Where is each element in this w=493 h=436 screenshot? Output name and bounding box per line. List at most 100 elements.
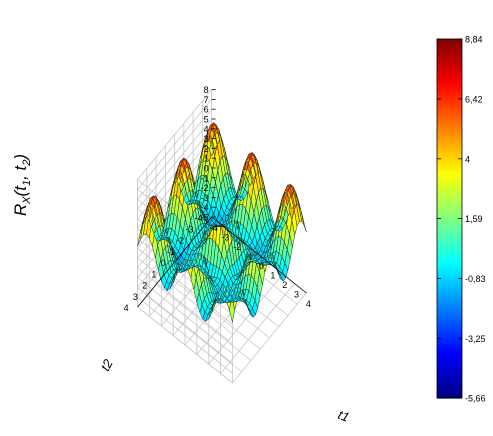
colorbar-segment [437,326,462,330]
colorbar-segment [437,71,462,76]
colorbar-segment [437,56,462,61]
colorbar-segment [437,236,462,241]
colorbar-segment [437,176,462,181]
t2-tick-label: 0 [161,258,166,268]
colorbar-segment [437,287,462,291]
colorbar-segment [437,239,462,244]
colorbar-segment [437,221,462,226]
colorbar-segment [437,365,462,369]
colorbar-segment [437,50,462,55]
colorbar-segment [437,308,462,312]
surface-patch [300,211,307,233]
colorbar-segment [437,344,462,348]
colorbar-segment [437,314,462,318]
t1-tick-label: -1 [245,252,253,262]
colorbar-segment [437,119,462,124]
floor-gridline [155,284,252,361]
t1-tick-label: 4 [306,299,311,309]
colorbar-tick-label: 4 [465,154,470,164]
t2-axis-label: t2 [97,356,116,373]
z-tick-label: -2 [201,183,209,193]
colorbar-segment [437,155,462,160]
colorbar-segment [437,341,462,345]
colorbar-segment [437,95,462,100]
colorbar-segment [437,188,462,193]
t2-tick-label: -4 [195,213,203,223]
colorbar-segment [437,251,462,255]
colorbar-segment [437,53,462,58]
t1-tick-label: 2 [282,280,287,290]
colorbar-segment [437,284,462,288]
z-tick-label: 4 [204,124,209,134]
z-tick-label: 5 [204,115,209,125]
colorbar-segment [437,62,462,67]
colorbar-segment [437,122,462,127]
t2-tick-label: 1 [151,269,156,279]
colorbar-segment [437,290,462,294]
colorbar-segment [437,257,462,261]
colorbar-segment [437,152,462,157]
t1-tick-label: 3 [294,290,299,300]
colorbar-segment [437,59,462,64]
colorbar-segment [437,272,462,276]
colorbar-segment [437,392,462,396]
t2-tick-label: 3 [133,292,138,302]
colorbar-segment [437,266,462,270]
colorbar-segment [437,137,462,142]
z-tick-label: -5 [201,213,209,223]
colorbar-segment [437,140,462,145]
t1-axis-line [211,216,307,294]
colorbar-segment [437,170,462,175]
colorbar-segment [437,311,462,315]
t2-axis-line [137,216,212,308]
colorbar-segment [437,368,462,372]
colorbar-segment [437,278,462,282]
colorbar-segment [437,215,462,220]
colorbar-segment [437,68,462,73]
z-tick-label: 3 [204,134,209,144]
z-tick-label: 8 [204,85,209,95]
colorbar-segment [437,47,462,52]
surface [137,122,307,323]
colorbar-segment [437,269,462,273]
colorbar: -5,66 -3,25 -0,83 1,59 4 6,42 8,84 [436,35,486,404]
colorbar-segment [437,293,462,297]
colorbar-segment [437,125,462,130]
colorbar-segment [437,353,462,357]
colorbar-segment [437,92,462,97]
z-tick-label: 1 [204,154,209,164]
colorbar-segment [437,161,462,166]
floor-gridline [146,295,242,373]
colorbar-segment [437,230,462,235]
colorbar-segment [437,39,462,43]
colorbar-segment [437,212,462,217]
colorbar-segment [437,296,462,300]
colorbar-segment [437,359,462,363]
colorbar-segment [437,194,462,199]
t2-tick-label: -1 [167,247,175,257]
colorbar-segment [437,44,462,49]
colorbar-segment [437,305,462,309]
colorbar-segment [437,323,462,327]
colorbar-segment [437,164,462,169]
colorbar-segment [437,206,462,211]
colorbar-segment [437,98,462,103]
colorbar-segment [437,335,462,339]
colorbar-segment [437,89,462,94]
t1-tick-label: -3 [221,233,229,243]
colorbar-segment [437,374,462,378]
colorbar-segment [437,200,462,205]
colorbar-segment [437,383,462,387]
colorbar-segment [437,185,462,190]
colorbar-segment [437,143,462,148]
colorbar-segment [437,158,462,163]
colorbar-segment [437,233,462,238]
t1-tick-label: 0 [258,261,263,271]
t1-tick-label: -2 [233,242,241,252]
colorbar-segment [437,242,462,247]
colorbar-tick-label: -3,25 [465,334,486,344]
colorbar-segment [437,209,462,214]
z-tick-label: 2 [204,144,209,154]
colorbar-tick-label: -5,66 [465,394,486,404]
